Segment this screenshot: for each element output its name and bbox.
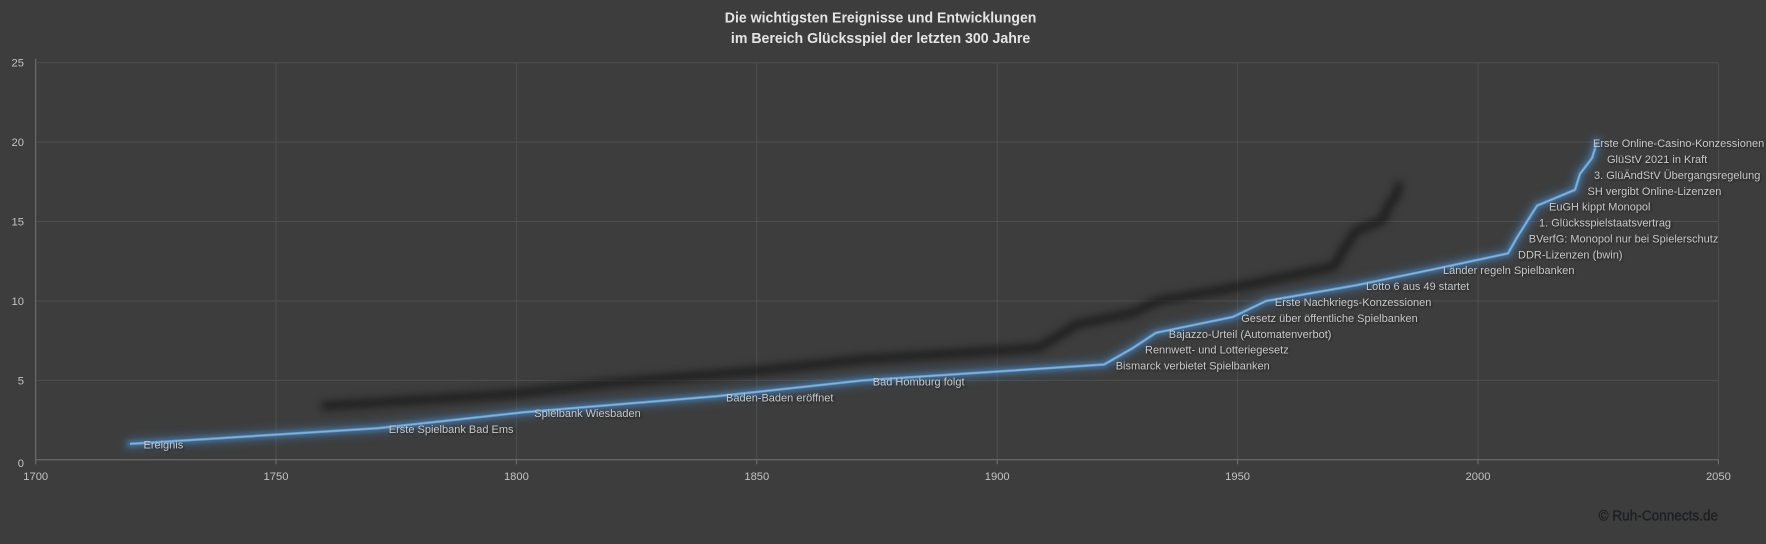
svg-text:20: 20: [12, 137, 24, 149]
svg-text:Erste Online-Casino-Konzession: Erste Online-Casino-Konzessionen: [1593, 138, 1764, 150]
svg-text:Gesetz über öffentliche Spielb: Gesetz über öffentliche Spielbanken: [1241, 313, 1418, 325]
svg-text:Die wichtigsten Ereignisse und: Die wichtigsten Ereignisse und Entwicklu…: [725, 10, 1037, 27]
svg-text:DDR-Lizenzen (bwin): DDR-Lizenzen (bwin): [1518, 249, 1623, 261]
svg-text:10: 10: [12, 296, 24, 308]
svg-text:Länder regeln Spielbanken: Länder regeln Spielbanken: [1443, 265, 1575, 277]
svg-text:© Ruh-Connects.de: © Ruh-Connects.de: [1599, 509, 1719, 525]
svg-text:1900: 1900: [985, 471, 1010, 483]
svg-text:Bajazzo-Urteil (Automatenverbo: Bajazzo-Urteil (Automatenverbot): [1169, 329, 1332, 341]
svg-text:Lotto 6 aus 49 startet: Lotto 6 aus 49 startet: [1366, 281, 1469, 293]
svg-text:GlüStV 2021 in Kraft: GlüStV 2021 in Kraft: [1607, 154, 1707, 166]
svg-text:Ereignis: Ereignis: [144, 439, 184, 451]
svg-text:3. GlüÄndStV Übergangsregelung: 3. GlüÄndStV Übergangsregelung: [1594, 170, 1760, 182]
svg-text:Bad Homburg folgt: Bad Homburg folgt: [873, 376, 965, 388]
svg-text:Bismarck verbietet Spielbanken: Bismarck verbietet Spielbanken: [1116, 361, 1270, 373]
svg-text:BVerfG: Monopol nur bei Spiele: BVerfG: Monopol nur bei Spielerschutz: [1529, 234, 1719, 246]
svg-text:1800: 1800: [504, 471, 529, 483]
svg-text:1700: 1700: [23, 471, 48, 483]
svg-text:2050: 2050: [1706, 471, 1731, 483]
svg-text:EuGH kippt Monopol: EuGH kippt Monopol: [1549, 202, 1651, 214]
svg-text:im Bereich Glücksspiel der let: im Bereich Glücksspiel der letzten 300 J…: [731, 30, 1030, 47]
svg-text:1950: 1950: [1225, 471, 1250, 483]
svg-text:Erste Nachkriegs-Konzessionen: Erste Nachkriegs-Konzessionen: [1275, 297, 1432, 309]
svg-text:0: 0: [18, 458, 24, 470]
svg-text:Baden-Baden eröffnet: Baden-Baden eröffnet: [726, 392, 833, 404]
svg-text:Erste Spielbank Bad Ems: Erste Spielbank Bad Ems: [389, 424, 514, 436]
svg-text:Rennwett- und Lotteriegesetz: Rennwett- und Lotteriegesetz: [1145, 345, 1289, 357]
svg-text:1750: 1750: [264, 471, 289, 483]
svg-text:25: 25: [12, 58, 24, 70]
svg-text:15: 15: [12, 217, 24, 229]
svg-text:1. Glücksspielstaatsvertrag: 1. Glücksspielstaatsvertrag: [1539, 218, 1671, 230]
svg-text:1850: 1850: [744, 471, 769, 483]
svg-text:Spielbank Wiesbaden: Spielbank Wiesbaden: [534, 408, 640, 420]
svg-text:2000: 2000: [1466, 471, 1491, 483]
svg-text:5: 5: [18, 375, 24, 387]
svg-text:SH vergibt Online-Lizenzen: SH vergibt Online-Lizenzen: [1588, 186, 1722, 198]
